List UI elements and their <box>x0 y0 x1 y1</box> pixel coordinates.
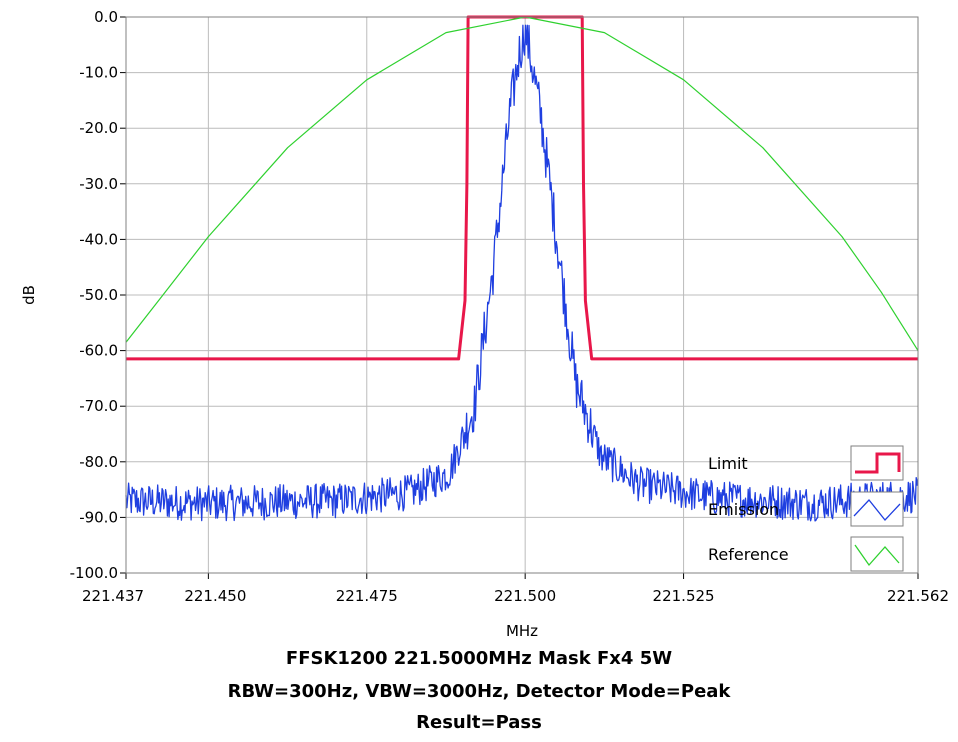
y-tick-label: -20.0 <box>79 119 118 137</box>
caption-result: Result=Pass <box>416 712 542 733</box>
legend-line-emission <box>853 499 901 521</box>
series-line-emission <box>125 24 919 522</box>
y-axis-ticks: 0.0 -10.0 -20.0 -30.0 -40.0 -50.0 -60.0 -70.0 -8… <box>70 8 126 582</box>
x-tick-label: 221.475 <box>336 587 398 605</box>
y-tick-label: -80.0 <box>79 453 118 471</box>
x-tick-label: 221.437 <box>82 587 144 605</box>
y-tick-label: -50.0 <box>79 286 118 304</box>
legend-label-limit: Limit <box>708 454 748 473</box>
y-tick-label: -10.0 <box>79 64 118 82</box>
x-axis-ticks: 221.437 221.450 221.475 221.500 221.525 221.5… <box>82 573 949 605</box>
y-tick-label: 0.0 <box>94 8 118 26</box>
y-tick-label: -40.0 <box>79 230 118 248</box>
legend-line-limit <box>855 452 901 474</box>
y-axis-label: dB <box>20 285 38 305</box>
x-axis-label: MHz <box>506 622 538 640</box>
legend-swatch-reference <box>850 536 904 572</box>
y-tick-label: -30.0 <box>79 175 118 193</box>
legend: Limit Emission Reference <box>708 445 904 572</box>
x-tick-label: 221.562 <box>887 587 949 605</box>
y-tick-label: -60.0 <box>79 342 118 360</box>
y-tick-label: -90.0 <box>79 508 118 526</box>
caption-line-2: RBW=300Hz, VBW=3000Hz, Detector Mode=Pea… <box>227 681 731 702</box>
plot-frame <box>125 16 919 574</box>
spectrum-chart: 0.0 -10.0 -20.0 -30.0 -40.0 -50.0 -60.0 -70.0 -8… <box>20 8 949 640</box>
x-tick-label: 221.500 <box>494 587 556 605</box>
legend-line-reference <box>854 544 900 567</box>
x-tick-label: 221.525 <box>653 587 715 605</box>
legend-label-reference: Reference <box>708 545 789 564</box>
y-tick-label: -100.0 <box>70 564 118 582</box>
x-tick-label: 221.450 <box>184 587 246 605</box>
legend-label-emission: Emission <box>708 500 779 519</box>
y-tick-label: -70.0 <box>79 397 118 415</box>
caption-line-1: FFSK1200 221.5000MHz Mask Fx4 5W <box>285 648 673 669</box>
legend-swatch-limit <box>850 445 904 481</box>
